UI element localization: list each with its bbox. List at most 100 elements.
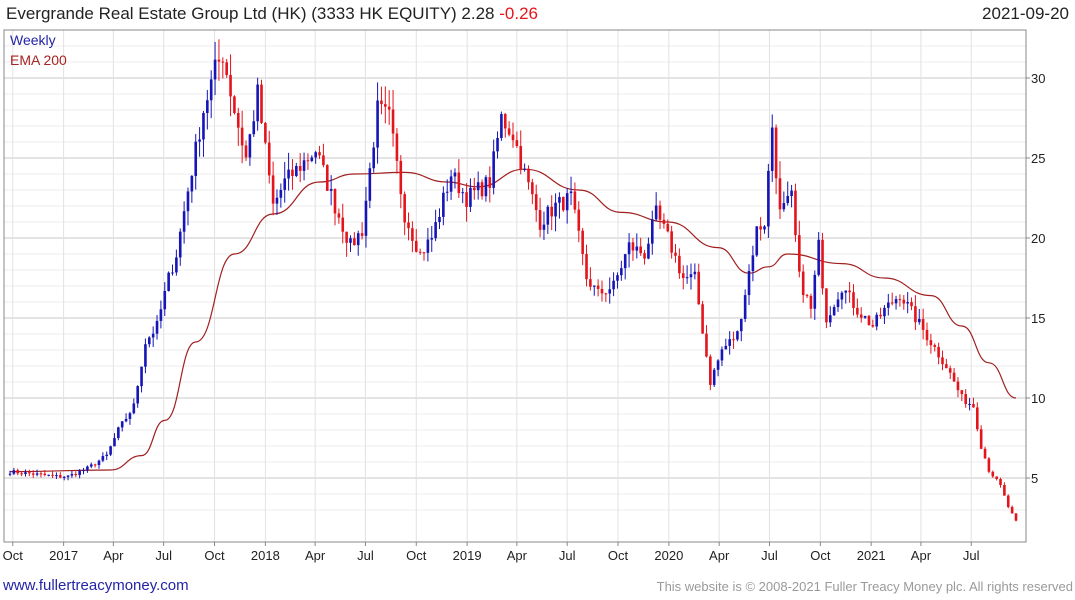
candle-up [484,177,488,197]
candle-up [120,421,124,428]
candle-down [414,240,418,252]
candle-up [689,274,693,278]
candle-up [283,178,287,190]
candle-down [20,473,23,475]
candle-up [724,345,728,350]
website-link[interactable]: www.fullertreacymoney.com [3,577,189,594]
candle-up [755,226,759,256]
x-tick-label: Apr [103,548,124,563]
candle-up [894,299,898,304]
y-tick-label: 25 [1031,151,1045,166]
candle-up [109,446,112,455]
candle-up [430,238,434,240]
candle-up [836,299,840,308]
candle-up [213,59,217,80]
candle-down [948,368,952,373]
candle-up [592,285,596,287]
x-tick-label: Apr [507,548,528,563]
candle-up [202,113,205,140]
candle-down [589,279,592,287]
candle-down [465,192,468,207]
x-tick-label: 2017 [49,548,78,563]
candle-up [136,386,139,404]
x-axis: Oct 2017 Apr Jul Oct 2018 Apr Jul Oct 2019 Apr Jul O… [3,542,980,563]
candle-down [43,473,47,476]
candle-down [538,210,542,230]
candle-up [144,344,147,367]
candle-down [51,474,54,476]
candle-up [875,314,879,327]
candle-down [999,479,1002,486]
x-tick-label: Jul [155,548,172,563]
legend-weekly: Weekly [10,32,56,48]
x-tick-label: Oct [608,548,629,563]
candle-down [534,194,538,211]
candle-up [712,369,716,385]
candle-up [124,418,128,422]
candle-down [600,288,604,294]
candle-up [817,239,820,275]
candle-up [832,307,836,316]
candle-down [937,346,940,358]
candle-up [523,168,526,170]
candle-down [991,471,995,477]
candle-up [128,413,132,419]
candle-up [167,272,170,291]
candle-down [848,290,851,293]
candle-up [206,100,209,114]
candle-up [790,190,793,196]
candle-up [256,84,259,122]
candle-down [395,133,399,161]
candle-up [35,473,39,475]
candle-up [140,366,143,387]
candle-down [291,169,294,176]
candle-down [229,74,232,97]
candle-down [527,168,530,183]
candle-up [627,242,631,255]
candle-up [650,219,654,244]
candle-down [240,127,244,146]
candle-up [89,464,93,467]
candle-up [105,454,109,457]
candle-down [705,333,708,357]
candle-down [859,314,863,318]
candle-up [147,337,151,345]
candle-down [384,104,387,107]
candle-down [774,127,778,179]
x-tick-label: Jul [761,548,778,563]
candle-down [585,254,588,280]
candle-down [457,172,461,194]
candle-up [763,226,766,230]
candle-down [28,472,31,474]
candle-down [341,217,345,232]
candle-down [519,146,523,170]
candle-down [658,205,662,220]
candle-up [546,206,550,225]
candle-down [325,165,329,191]
candle-down [318,152,321,156]
candle-up [171,272,174,274]
candle-up [453,172,457,177]
candle-up [863,315,867,318]
candle-down [701,304,704,334]
candle-up [782,203,786,210]
candle-up [887,302,890,308]
candle-down [407,222,410,229]
candle-up [295,165,298,176]
candle-up [186,191,190,212]
candle-up [743,295,747,320]
candle-down [941,357,944,365]
candle-down [387,106,391,110]
candle-up [558,197,561,203]
candle-down [531,182,534,195]
candle-up [47,474,50,476]
candle-down [709,356,712,385]
candle-down [488,177,492,188]
candle-down [221,61,225,63]
candle-up [542,224,546,230]
candle-down [260,84,263,123]
candle-up [101,456,105,461]
candle-down [16,470,20,474]
candle-up [372,147,376,169]
candle-up [209,79,213,101]
